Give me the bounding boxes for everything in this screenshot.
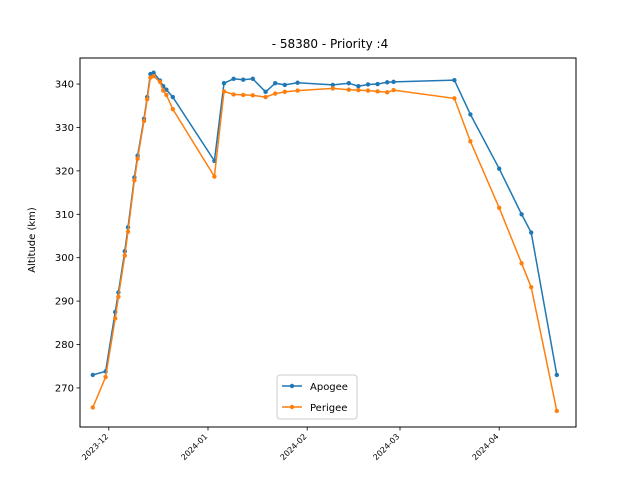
data-point-apogee <box>391 79 396 85</box>
data-point-apogee <box>365 82 371 87</box>
data-point-perigee <box>151 74 156 79</box>
data-point-perigee <box>529 285 534 290</box>
data-point-perigee <box>282 89 287 95</box>
data-point-perigee <box>497 205 502 210</box>
data-point-apogee <box>452 77 457 83</box>
y-tick-label: 340 <box>55 80 74 91</box>
y-tick-label: 310 <box>55 210 74 221</box>
data-point-perigee <box>250 93 255 98</box>
data-point-apogee <box>529 230 534 235</box>
series-line-apogee <box>92 71 558 376</box>
data-point-perigee <box>164 92 169 98</box>
data-point-apogee <box>519 212 524 217</box>
y-tick-label: 320 <box>55 166 74 177</box>
data-point-perigee <box>221 89 227 94</box>
x-tick-label: 2024-04 <box>471 432 501 462</box>
legend-marker-apogee <box>289 383 295 389</box>
y-tick-label: 330 <box>55 123 74 134</box>
data-point-apogee <box>468 112 473 117</box>
chart-title: - 58380 - Priority :4 <box>272 37 388 51</box>
data-point-perigee <box>122 253 128 258</box>
data-point-apogee <box>375 81 380 87</box>
data-point-apogee <box>273 80 278 86</box>
data-point-perigee <box>295 88 300 93</box>
data-point-apogee <box>241 77 246 82</box>
x-tick-label: 2024-03 <box>371 432 401 462</box>
data-point-apogee <box>221 80 227 86</box>
data-point-apogee <box>90 372 96 378</box>
data-point-apogee <box>330 82 335 88</box>
data-point-perigee <box>241 92 246 98</box>
data-point-perigee <box>132 178 137 183</box>
data-point-apogee <box>231 76 236 82</box>
data-point-perigee <box>135 156 140 161</box>
data-point-perigee <box>263 94 268 100</box>
data-point-perigee <box>375 89 380 94</box>
legend: Apogee Perigee <box>276 374 358 420</box>
data-point-perigee <box>273 91 278 96</box>
data-point-perigee <box>554 408 559 414</box>
data-point-perigee <box>452 96 457 101</box>
legend-marker-perigee <box>289 404 295 410</box>
data-point-perigee <box>385 90 390 95</box>
data-point-perigee <box>356 87 361 93</box>
data-point-perigee <box>116 294 121 299</box>
y-axis: 270 280 290 300 310 320 330 340 <box>55 80 80 394</box>
data-point-perigee <box>113 316 118 321</box>
y-tick-label: 300 <box>55 253 74 264</box>
data-point-apogee <box>356 84 361 89</box>
data-point-apogee <box>282 82 287 88</box>
plot-frame <box>79 57 577 428</box>
legend-label-perigee: Perigee <box>310 403 347 414</box>
data-point-perigee <box>141 118 147 124</box>
data-point-perigee <box>157 79 163 85</box>
x-axis: 2023-12 2024-01 2024-02 2024-03 2024-04 <box>80 427 501 462</box>
data-point-perigee <box>161 88 166 93</box>
data-point-apogee <box>346 80 351 86</box>
data-point-apogee <box>295 80 300 85</box>
x-tick-label: 2023-12 <box>80 432 110 462</box>
data-point-perigee <box>125 229 131 234</box>
data-point-apogee <box>385 80 390 85</box>
data-point-perigee <box>346 87 351 92</box>
data-point-apogee <box>497 166 502 171</box>
legend-label-apogee: Apogee <box>310 382 348 393</box>
y-tick-label: 270 <box>55 383 74 394</box>
data-point-perigee <box>330 86 335 91</box>
data-point-apogee <box>250 76 255 82</box>
data-point-perigee <box>170 107 175 112</box>
data-point-perigee <box>145 97 150 102</box>
data-point-perigee <box>103 374 108 380</box>
series-line-perigee <box>92 75 558 412</box>
data-point-apogee <box>263 89 268 95</box>
data-point-perigee <box>90 405 96 410</box>
x-tick-label: 2024-01 <box>179 432 209 462</box>
x-tick-label: 2024-02 <box>279 432 309 462</box>
data-point-apogee <box>151 70 156 75</box>
data-point-perigee <box>519 261 524 266</box>
y-tick-label: 290 <box>55 297 74 308</box>
y-tick-label: 280 <box>55 340 74 351</box>
data-point-perigee <box>468 139 473 144</box>
data-point-perigee <box>212 174 217 179</box>
plot-area <box>90 70 559 414</box>
data-point-apogee <box>554 372 559 378</box>
data-point-perigee <box>365 88 371 93</box>
y-axis-label: Altitude (km) <box>27 207 38 273</box>
data-point-apogee <box>170 94 175 100</box>
data-point-perigee <box>231 92 236 97</box>
data-point-perigee <box>391 87 396 93</box>
